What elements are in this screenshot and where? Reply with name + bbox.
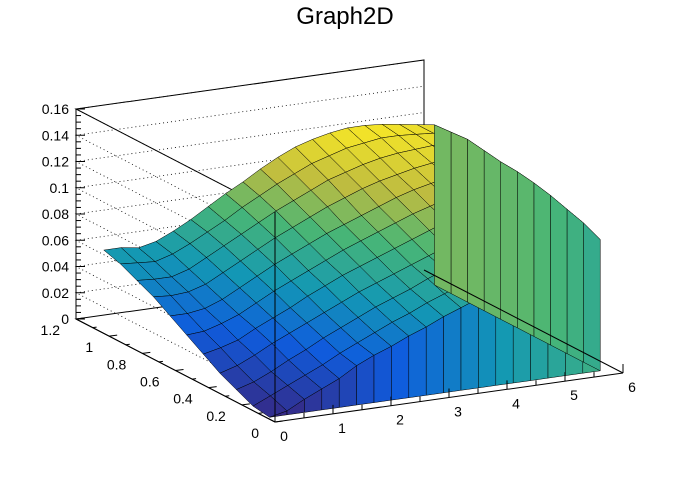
z-tick-label: 0.14: [42, 127, 69, 143]
y-tick: [175, 369, 184, 371]
y-tick: [274, 420, 284, 423]
y-tick-label: 0.2: [206, 408, 226, 424]
front-frame: [274, 212, 624, 422]
x-tick-label: 4: [512, 395, 520, 411]
surface-skirt-front: [391, 335, 410, 401]
y-tick-label: 0: [251, 425, 259, 441]
z-tick-label: 0.1: [50, 180, 70, 196]
surface-skirt-right: [550, 194, 568, 355]
y-tick: [241, 403, 250, 406]
z-tick-label: 0.12: [42, 154, 69, 170]
y-tick-label: 1: [85, 339, 93, 355]
y-tick-label: 1.2: [41, 322, 61, 338]
surface-mesh: [103, 124, 601, 418]
surface-skirt-front: [408, 326, 427, 398]
y-tick: [225, 395, 230, 397]
x-tick-label: 2: [396, 412, 404, 428]
right-floor-edge: [423, 269, 624, 374]
y-tick: [258, 412, 263, 414]
surface-skirt-right: [517, 171, 535, 337]
x-tick-label: 3: [454, 404, 462, 420]
z-tick-label: 0.16: [42, 101, 69, 117]
surface-skirt-right: [566, 208, 584, 363]
surface-skirt-right: [467, 138, 485, 312]
y-tick-label: 0.8: [107, 356, 127, 372]
surface-skirt-front: [373, 345, 392, 403]
y-tick: [125, 343, 130, 346]
surface-skirt-front: [443, 307, 462, 394]
y-tick-label: 0.4: [173, 391, 193, 407]
y-tick: [142, 351, 151, 354]
y-tick: [208, 386, 217, 389]
surface-skirt-right: [434, 124, 452, 294]
y-tick: [109, 334, 118, 337]
z-tick-label: 0.08: [42, 206, 69, 222]
surface-skirt-right: [583, 222, 601, 372]
surface-skirt-right: [483, 150, 501, 320]
x-tick-label: 6: [628, 379, 636, 395]
y-tick-label: 0.6: [140, 374, 160, 390]
y-tick: [192, 378, 197, 380]
z-tick-label: 0.02: [42, 285, 69, 301]
x-tick-label: 1: [338, 420, 346, 436]
z-tick-label: 0.06: [42, 232, 69, 248]
surface-skirt-right: [450, 131, 468, 303]
x-tick-label: 5: [570, 387, 578, 403]
axes: 012345600.20.40.60.811.200.020.040.060.0…: [41, 101, 637, 444]
chart-title: Graph2D: [296, 3, 393, 30]
surface-skirt-right: [500, 161, 518, 329]
surface-skirt-right: [533, 182, 551, 346]
y-tick: [158, 360, 163, 363]
y-tick: [92, 326, 97, 329]
surface-skirt-front: [425, 316, 444, 396]
z-tick-label: 0.04: [42, 259, 69, 275]
x-tick-label: 0: [280, 428, 288, 444]
surface-skirt-front: [460, 298, 479, 391]
z-tick-label: 0: [61, 311, 69, 327]
